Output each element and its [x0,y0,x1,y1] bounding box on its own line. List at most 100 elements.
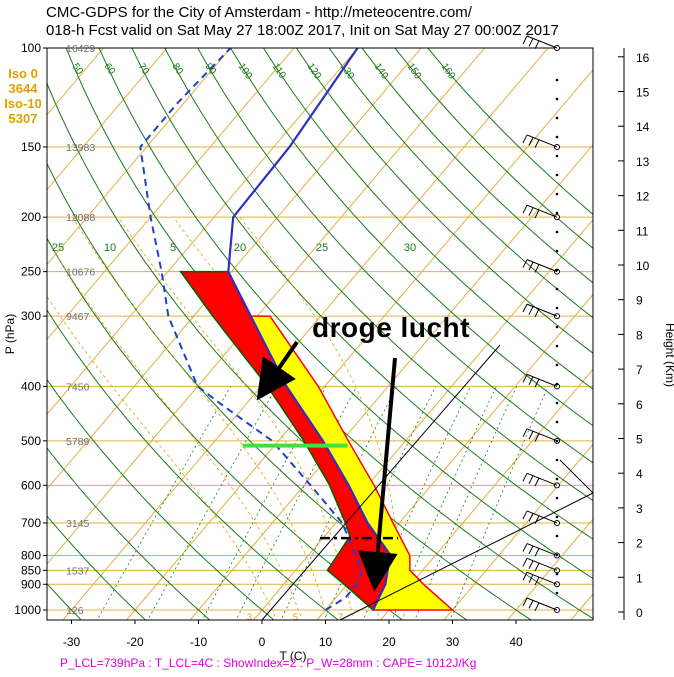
wind-dot [555,249,559,253]
wind-dot [555,363,559,367]
wind-dot [555,268,559,272]
dry-adiabat-10 [47,309,340,620]
dry-adiabat-100 [230,48,593,427]
dry-adiabat--20 [47,515,147,620]
dry-adiabat-label: 80 [170,61,186,77]
x-tick-label: -20 [126,635,144,649]
wind-barb-flag [528,574,534,583]
wind-barb-flag [528,137,534,146]
wind-barb-shaft [526,35,558,49]
wind-barb-flag [528,430,534,440]
dry-adiabat-label: 110 [270,61,288,81]
moist-adiabat [72,216,329,620]
annotation-text: droge lucht [312,312,470,343]
height-tick-label: 0 [636,606,643,620]
isotherm--50 [47,48,422,490]
height-tick-label: 12 [636,190,650,204]
moist-adiabat [47,239,303,620]
wind-barb-flag [534,477,540,487]
wind-dot [555,572,559,576]
wind-barb-flag [528,513,534,522]
wind-barb-shaft [526,571,558,585]
geopotential-height-850: 1537 [66,565,90,577]
wind-dot [555,230,559,234]
mixing-ratio-line [235,386,357,620]
wind-dot [555,496,559,500]
wind-barb-flag [534,548,540,557]
wind-barb-flag [522,597,528,607]
wind-barb-flag [534,576,540,586]
dry-adiabat-label: 70 [136,61,152,77]
chart-title-line1: CMC-GDPS for the City of Amsterdam - htt… [46,4,472,21]
height-tick-label: 1 [636,571,643,585]
isotherm--10 [189,144,593,620]
isotherm--70 [47,48,295,341]
height-tick-label: 9 [636,294,643,308]
wind-barb-shaft [526,543,558,557]
wind-barb-flag [534,602,540,612]
iso10-value: 5307 [8,111,38,126]
wind-barb-flag [522,204,528,214]
x-tick-label: 30 [446,635,460,649]
wind-barb-shaft [526,373,558,387]
mixing-ratio-bottom-label: 3 [247,612,252,622]
mixing-ratio-label: 20 [234,242,246,254]
geopotential-height-250: 10676 [66,267,95,279]
wind-dot [555,135,559,139]
dry-adiabat-label: 100 [236,61,255,81]
mixing-ratio-line [96,386,232,620]
iso0-value: 3644 [8,81,38,96]
moist-adiabat [47,295,277,620]
wind-dot [555,192,559,196]
geopotential-height-700: 3145 [66,518,90,530]
isotherm-40 [506,518,593,620]
p-tick-label-300: 300 [21,309,41,323]
mixing-ratio-bottom-label: 7 [338,612,343,622]
wind-dot [555,439,559,443]
wind-barb-flag [534,433,540,442]
wind-barb-flag [528,600,534,609]
wind-dot [555,420,559,424]
dry-adiabat-90 [197,48,593,464]
height-tick-label: 8 [636,328,643,342]
dry-adiabat-120 [295,48,593,354]
wind-barb-shaft [526,303,558,317]
wind-barb-flag [528,306,534,315]
isotherm--100 [47,48,105,116]
mixing-ratio-label: 5 [170,242,176,254]
height-tick-label: 2 [636,537,643,551]
x-tick-label: 10 [319,635,333,649]
isotherm--90 [47,48,168,191]
height-tick-label: 11 [636,224,649,238]
plot-frame [46,47,594,621]
wind-barb-flag [522,134,528,144]
isotherm--80 [47,48,232,266]
mixing-ratio-label: 25 [52,242,64,254]
geopotential-height-200: 12088 [66,212,95,224]
mixing-ratio-label: 25 [316,242,328,254]
wind-barb-shaft [526,472,558,486]
x-tick-label: -10 [190,635,208,649]
wind-barb-shaft [526,204,558,218]
dry-adiabat-label: 60 [102,61,118,77]
wind-dot [555,458,559,462]
p-tick-label-800: 800 [21,549,41,563]
wind-dot [555,477,559,481]
x-tick-label: -30 [63,635,81,649]
p-tick-label-1000: 1000 [14,603,41,617]
geopotential-height-500: 5789 [66,436,90,448]
wind-barb-shaft [526,134,558,148]
dry-adiabat-60 [98,48,593,580]
wind-dot [555,287,559,291]
mixing-ratio-line [147,386,278,620]
wind-dot [555,344,559,348]
wind-barb-flag [522,374,528,383]
height-tick-label: 14 [636,120,650,134]
height-axis-label: Height (Km) [663,323,674,387]
dry-adiabat-140 [361,48,593,284]
p-tick-label-250: 250 [21,265,41,279]
height-tick-label: 4 [636,467,643,481]
dry-adiabat-0 [47,378,275,620]
reference-line [339,492,594,621]
height-tick-label: 5 [636,433,643,447]
